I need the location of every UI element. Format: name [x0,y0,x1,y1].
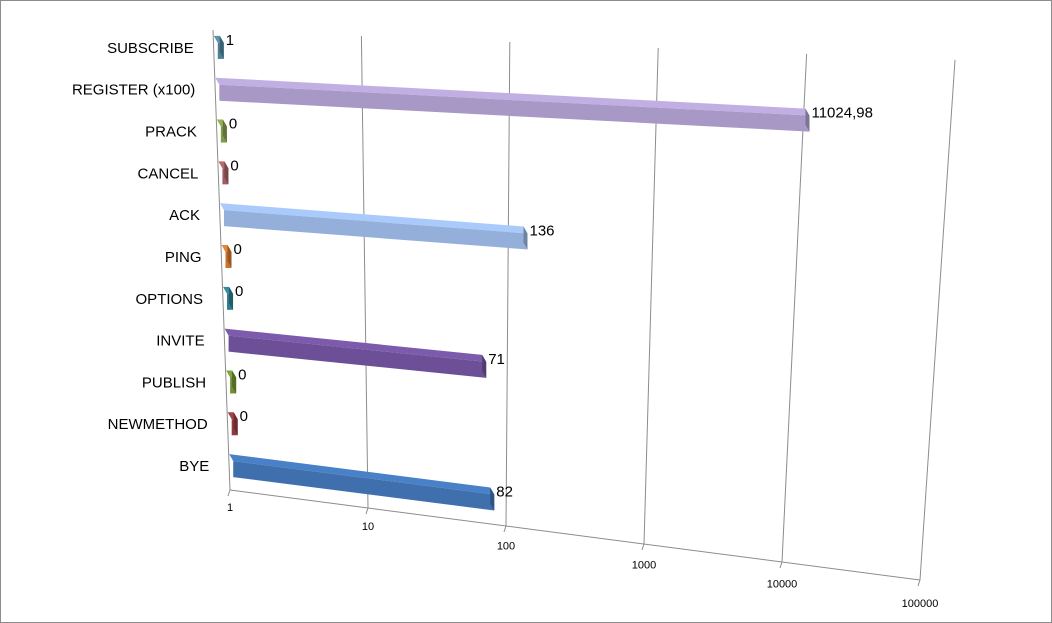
category-label: PING [165,249,202,266]
value-label: 0 [229,116,237,133]
bar-end-face [232,370,237,394]
x-tick-label: 10 [362,521,374,533]
x-axis [229,489,921,581]
category-label: BYE [179,458,209,475]
category-label: PUBLISH [142,374,206,391]
category-label: PRACK [145,124,197,141]
grid-line [643,47,659,545]
bar-top-face [215,77,810,116]
tick-mark [779,561,783,569]
grid-line [919,59,956,581]
bar [227,412,238,436]
bar [223,286,234,310]
bar-front-face [233,461,495,511]
bar-end-face [224,161,229,185]
bar [229,454,495,511]
x-tick-label: 100 [497,540,515,552]
bar [216,119,227,143]
bar [224,328,487,378]
value-label: 0 [230,157,238,174]
x-tick-label: 100000 [902,598,939,610]
value-label: 136 [529,222,554,239]
value-label: 0 [235,283,243,300]
value-label: 0 [234,241,242,258]
value-label: 1 [226,32,234,49]
bar-end-face [227,245,232,268]
bar [221,245,232,268]
bar-end-face [229,286,234,310]
category-label: CANCEL [138,165,199,182]
x-tick-label: 1 [227,502,233,514]
category-label: OPTIONS [136,291,204,308]
bar [226,370,237,394]
grid-line [781,53,808,563]
category-label: NEWMETHOD [108,416,208,433]
bar [215,77,810,132]
bar-top-face [219,203,528,234]
bar-end-face [490,487,495,511]
value-label: 11024,98 [811,105,872,122]
grid-line [212,29,231,491]
bar-front-face [223,210,528,250]
bar [213,35,224,59]
x-tick-label: 10000 [767,579,798,591]
tick-mark [641,543,645,551]
category-label: REGISTER (x100) [72,82,195,99]
bar-front-face [219,84,810,132]
value-label: 0 [240,408,248,425]
value-label: 82 [496,483,513,500]
category-label: SUBSCRIBE [107,40,194,57]
grid-line [360,35,369,509]
tick-mark [503,525,507,533]
grid-line [505,41,511,527]
bar [218,161,229,185]
bar-end-face [222,119,227,143]
bar-end-face [233,412,238,436]
bar [219,203,528,250]
bar-front-face [228,335,487,378]
value-label: 71 [488,351,505,368]
bar-top-face [229,454,495,495]
category-label: INVITE [156,333,204,350]
value-label: 0 [238,366,246,383]
bar-end-face [805,108,810,132]
x-tick-label: 1000 [632,560,656,572]
tick-mark [917,579,921,587]
category-label: ACK [169,207,200,224]
bar-end-face [219,35,224,59]
tick-mark [365,507,369,515]
bar-end-face [482,354,487,378]
bar-end-face [523,226,528,250]
tick-mark [227,489,231,497]
bar-top-face [224,328,487,362]
